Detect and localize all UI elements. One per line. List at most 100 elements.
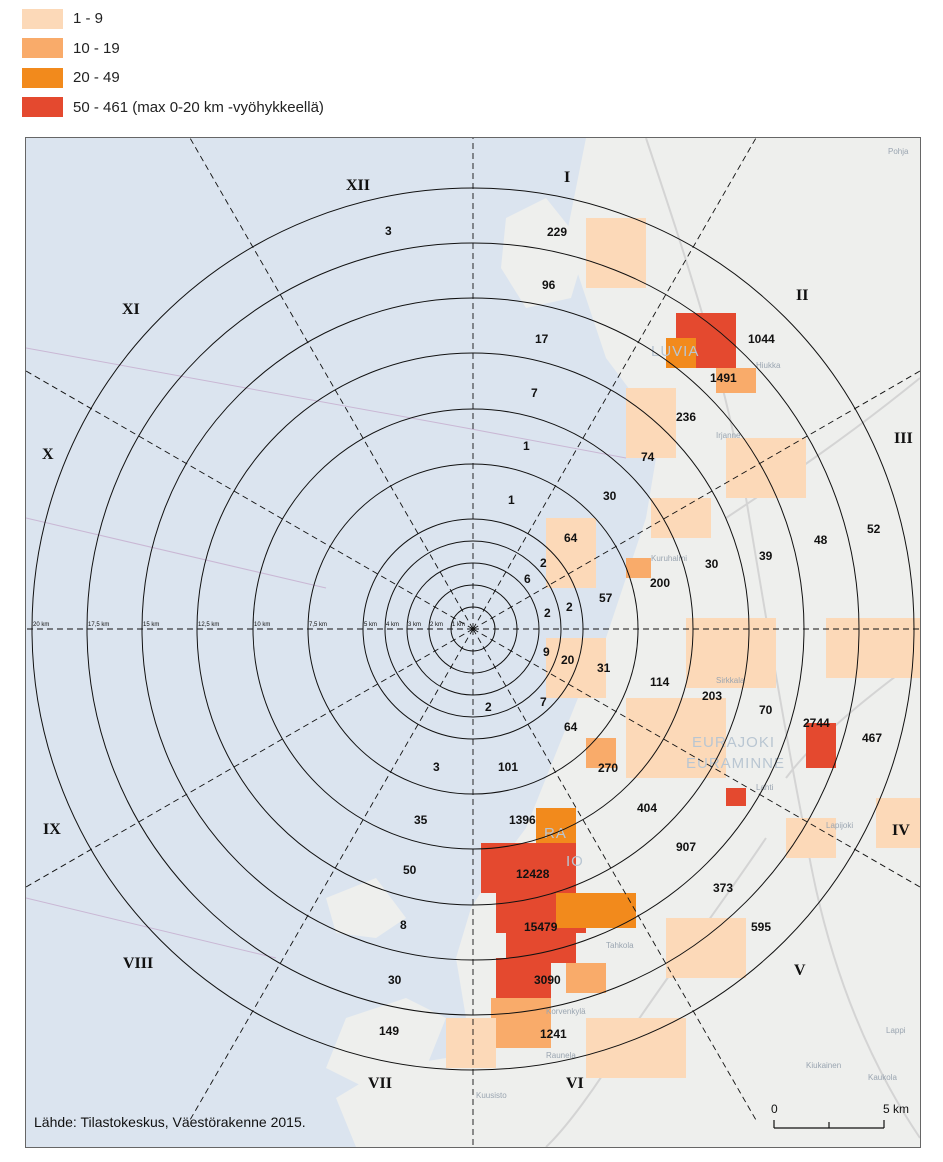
land-area (326, 878, 406, 938)
legend-item: 20 - 49 (22, 63, 324, 93)
ring-label: 5 km (364, 622, 377, 628)
map-frame[interactable]: Pohja Kuruhalmi Lahti Sirkkala Tahkola K… (25, 137, 921, 1148)
population-value: 31 (597, 661, 611, 675)
population-value: 203 (702, 689, 722, 703)
population-value: 595 (751, 920, 771, 934)
population-value: 70 (759, 703, 773, 717)
place-names: Pohja Kuruhalmi Lahti Sirkkala Tahkola K… (476, 147, 909, 1100)
ring-label: 3 km (408, 622, 421, 628)
sector-label: XII (346, 177, 370, 194)
sector-label: X (42, 446, 54, 463)
scale-bar: 0 5 km (771, 1102, 913, 1132)
population-value: 2744 (803, 716, 830, 730)
legend-item: 1 - 9 (22, 4, 324, 34)
place-label: Kuusisto (476, 1091, 507, 1100)
legend-swatch (22, 38, 63, 59)
place-label: Lappi (886, 1026, 906, 1035)
place-label: Lahti (756, 783, 774, 792)
population-value: 48 (814, 533, 828, 547)
population-value: 52 (867, 522, 881, 536)
sector-label: VIII (123, 955, 153, 972)
sector-label: I (564, 169, 570, 186)
scale-bar-line (773, 1120, 885, 1129)
population-value: 30 (705, 557, 719, 571)
population-value: 3 (385, 224, 392, 238)
place-label: Pohja (888, 147, 909, 156)
ring-label: 10 km (254, 622, 270, 628)
population-value: 907 (676, 840, 696, 854)
population-value: 3 (433, 760, 440, 774)
legend-item: 50 - 461 (max 0-20 km -vyöhykkeellä) (22, 93, 324, 123)
population-value: 39 (759, 549, 773, 563)
population-value: 2 (544, 606, 551, 620)
place-label: Korvenkylä (546, 1007, 586, 1016)
place-label: Hiukka (756, 361, 781, 370)
ring-label: 1 km (452, 622, 465, 628)
population-value: 6 (524, 572, 531, 586)
population-value: 50 (403, 863, 417, 877)
map-canvas[interactable]: Pohja Kuruhalmi Lahti Sirkkala Tahkola K… (26, 138, 920, 1147)
population-value: 64 (564, 531, 578, 545)
population-value: 2 (485, 700, 492, 714)
population-value: 236 (676, 410, 696, 424)
population-value: 2 (540, 556, 547, 570)
sector-label: IV (892, 822, 910, 839)
sector-label: II (796, 287, 808, 304)
legend-item: 10 - 19 (22, 34, 324, 64)
population-cells (446, 218, 920, 1078)
town-label: EURAMINNE (686, 755, 785, 772)
population-values: 3 229 96 17 7 1 1 30 64 2 6 2 2 57 200 3… (379, 224, 882, 1041)
sector-label: V (794, 962, 806, 979)
sector-label: III (894, 430, 913, 447)
source-note: Lähde: Tilastokeskus, Väestörakenne 2015… (34, 1114, 306, 1130)
land-area (336, 138, 920, 1147)
town-label: LUVIA (651, 343, 699, 360)
population-value: 1 (523, 439, 530, 453)
place-label: Sirkkala (716, 676, 745, 685)
population-value: 7 (540, 695, 547, 709)
ring-label: 2 km (430, 622, 443, 628)
population-value: 1396 (509, 813, 536, 827)
population-value: 373 (713, 881, 733, 895)
population-value: 96 (542, 278, 556, 292)
population-value: 35 (414, 813, 428, 827)
population-value: 8 (400, 918, 407, 932)
power-lines (26, 347, 627, 959)
population-value: 30 (603, 489, 617, 503)
place-label: Raunela (546, 1051, 576, 1060)
legend-label: 1 - 9 (73, 10, 104, 28)
place-label: Kuruhalmi (651, 554, 687, 563)
population-value: 229 (547, 225, 567, 239)
population-value: 64 (564, 720, 578, 734)
legend-swatch (22, 8, 63, 29)
population-value: 3090 (534, 973, 561, 987)
population-value: 17 (535, 332, 549, 346)
population-value: 149 (379, 1024, 399, 1038)
scale-end-label: 5 km (883, 1102, 910, 1116)
population-value: 114 (650, 675, 670, 689)
population-value: 1044 (748, 332, 775, 346)
ring-label: 20 km (33, 622, 49, 628)
population-value: 1 (508, 493, 515, 507)
legend-label: 50 - 461 (max 0-20 km -vyöhykkeellä) (73, 98, 324, 116)
population-value: 101 (498, 760, 518, 774)
population-value: 200 (650, 576, 670, 590)
land-area (501, 198, 586, 308)
land-area (326, 998, 446, 1088)
population-value: 467 (862, 731, 882, 745)
place-label: Irjanne (716, 431, 741, 440)
sector-label: IX (43, 821, 61, 838)
population-value: 15479 (524, 920, 558, 934)
map-legend: 1 - 9 10 - 19 20 - 49 50 - 461 (max 0-20… (22, 4, 324, 122)
place-label: Kiukainen (806, 1061, 841, 1070)
scale-start-label: 0 (771, 1102, 778, 1116)
population-value: 30 (388, 973, 402, 987)
population-value: 270 (598, 761, 618, 775)
population-value: 74 (641, 450, 655, 464)
sector-labels: I II III IV V VI VII VIII IX X XI XII (42, 169, 913, 1092)
population-value: 7 (531, 386, 538, 400)
sector-lines (26, 138, 920, 1147)
population-value: 20 (561, 653, 575, 667)
population-value: 2 (566, 600, 573, 614)
population-value: 12428 (516, 867, 550, 881)
